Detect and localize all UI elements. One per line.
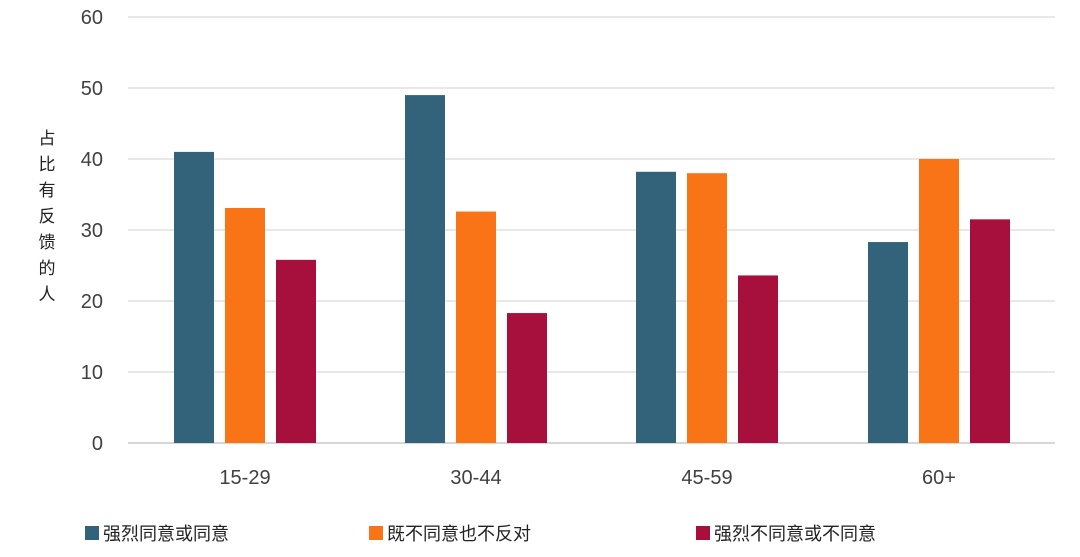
y-axis-label-char: 占 [39, 129, 56, 149]
y-axis-label-char: 比 [39, 155, 56, 175]
legend-item: 强烈不同意或不同意 [696, 524, 876, 545]
bar [687, 173, 727, 443]
bar [738, 275, 778, 443]
y-tick-label: 0 [92, 433, 103, 455]
bar [636, 171, 676, 443]
y-axis-label-char: 人 [39, 285, 56, 305]
legend-label: 强烈同意或同意 [103, 524, 229, 545]
y-axis-ticks: 0 10 20 30 40 50 60 [81, 7, 103, 455]
x-tick-label: 45-59 [681, 467, 732, 489]
y-axis-label-char: 馈 [39, 233, 56, 253]
y-axis-label-char: 有 [39, 181, 56, 201]
legend-item: 既不同意也不反对 [369, 524, 531, 545]
bar [276, 259, 316, 443]
bar [868, 242, 908, 443]
bar [507, 313, 547, 443]
legend: 强烈同意或同意 既不同意也不反对 强烈不同意或不同意 [85, 524, 876, 545]
y-tick-label: 10 [81, 362, 103, 384]
bar [405, 95, 445, 443]
gridlines [128, 16, 1055, 444]
legend-swatch [85, 526, 99, 540]
bar [970, 219, 1010, 443]
y-tick-label: 50 [81, 78, 103, 100]
bar [225, 207, 265, 443]
bar [456, 211, 496, 443]
bar [919, 159, 959, 443]
x-tick-label: 15-29 [219, 467, 270, 489]
y-axis-label-char: 反 [39, 207, 56, 227]
y-tick-label: 40 [81, 149, 103, 171]
legend-item: 强烈同意或同意 [85, 524, 229, 545]
legend-swatch [696, 526, 710, 540]
y-tick-label: 60 [81, 7, 103, 29]
x-tick-label: 60+ [922, 467, 956, 489]
y-tick-label: 30 [81, 220, 103, 242]
legend-label: 强烈不同意或不同意 [714, 524, 876, 545]
y-tick-label: 20 [81, 291, 103, 313]
legend-label: 既不同意也不反对 [387, 524, 531, 545]
y-axis-label-char: 的 [39, 259, 56, 279]
legend-swatch [369, 526, 383, 540]
x-axis-ticks: 15-29 30-44 45-59 60+ [219, 467, 956, 489]
bars [174, 95, 1010, 443]
bar [174, 151, 214, 443]
x-tick-label: 30-44 [450, 467, 501, 489]
